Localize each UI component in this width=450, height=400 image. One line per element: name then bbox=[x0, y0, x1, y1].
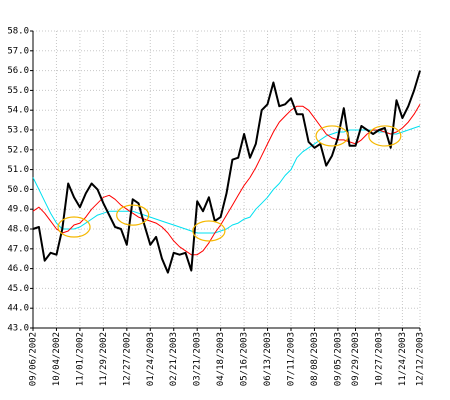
x-tick-label: 09/06/2002 bbox=[29, 332, 39, 386]
y-tick-label: 44.0 bbox=[7, 304, 29, 314]
y-tick-label: 49.0 bbox=[7, 205, 29, 215]
x-tick-label: 07/11/2003 bbox=[287, 332, 297, 386]
x-tick-label: 11/01/2002 bbox=[75, 332, 85, 386]
y-tick-label: 50.0 bbox=[7, 185, 29, 195]
y-tick-label: 54.0 bbox=[7, 106, 29, 116]
crossover-highlight bbox=[116, 204, 150, 226]
x-tick-label: 09/05/2003 bbox=[333, 332, 343, 386]
y-tick-label: 56.0 bbox=[7, 66, 29, 76]
x-tick-label: 02/21/2003 bbox=[169, 332, 179, 386]
x-tick-label: 12/27/2002 bbox=[122, 332, 132, 386]
x-tick-label: 04/18/2003 bbox=[216, 332, 226, 386]
y-tick-label: 53.0 bbox=[7, 126, 29, 136]
y-tick-label: 45.0 bbox=[7, 284, 29, 294]
x-tick-label: 11/29/2002 bbox=[99, 332, 109, 386]
x-tick-label: 05/16/2003 bbox=[240, 332, 250, 386]
y-tick-label: 51.0 bbox=[7, 165, 29, 175]
x-tick-label: 10/04/2002 bbox=[52, 332, 62, 386]
crossover-highlight bbox=[192, 220, 226, 242]
y-tick-label: 46.0 bbox=[7, 264, 29, 274]
x-tick-label: 10/27/2003 bbox=[374, 332, 384, 386]
y-tick-label: 55.0 bbox=[7, 86, 29, 96]
y-tick-label: 58.0 bbox=[7, 27, 29, 37]
x-tick-label: 09/29/2003 bbox=[351, 332, 361, 386]
x-tick-label: 06/13/2003 bbox=[263, 332, 273, 386]
y-tick-label: 52.0 bbox=[7, 145, 29, 155]
crossover-highlight bbox=[368, 125, 402, 147]
crossover-highlight bbox=[57, 216, 91, 238]
x-tick-label: 01/24/2003 bbox=[146, 332, 156, 386]
series-line bbox=[32, 70, 421, 274]
x-tick-label: 03/21/2003 bbox=[193, 332, 203, 386]
y-tick-label: 47.0 bbox=[7, 244, 29, 254]
y-tick-label: 48.0 bbox=[7, 225, 29, 235]
crossover-highlight bbox=[315, 125, 349, 147]
y-tick-label: 43.0 bbox=[7, 324, 29, 334]
x-tick-label: 12/12/2003 bbox=[416, 332, 426, 386]
x-tick-label: 11/24/2003 bbox=[398, 332, 408, 386]
y-tick-label: 57.0 bbox=[7, 46, 29, 56]
x-tick-label: 08/08/2003 bbox=[310, 332, 320, 386]
series-line bbox=[32, 125, 421, 234]
